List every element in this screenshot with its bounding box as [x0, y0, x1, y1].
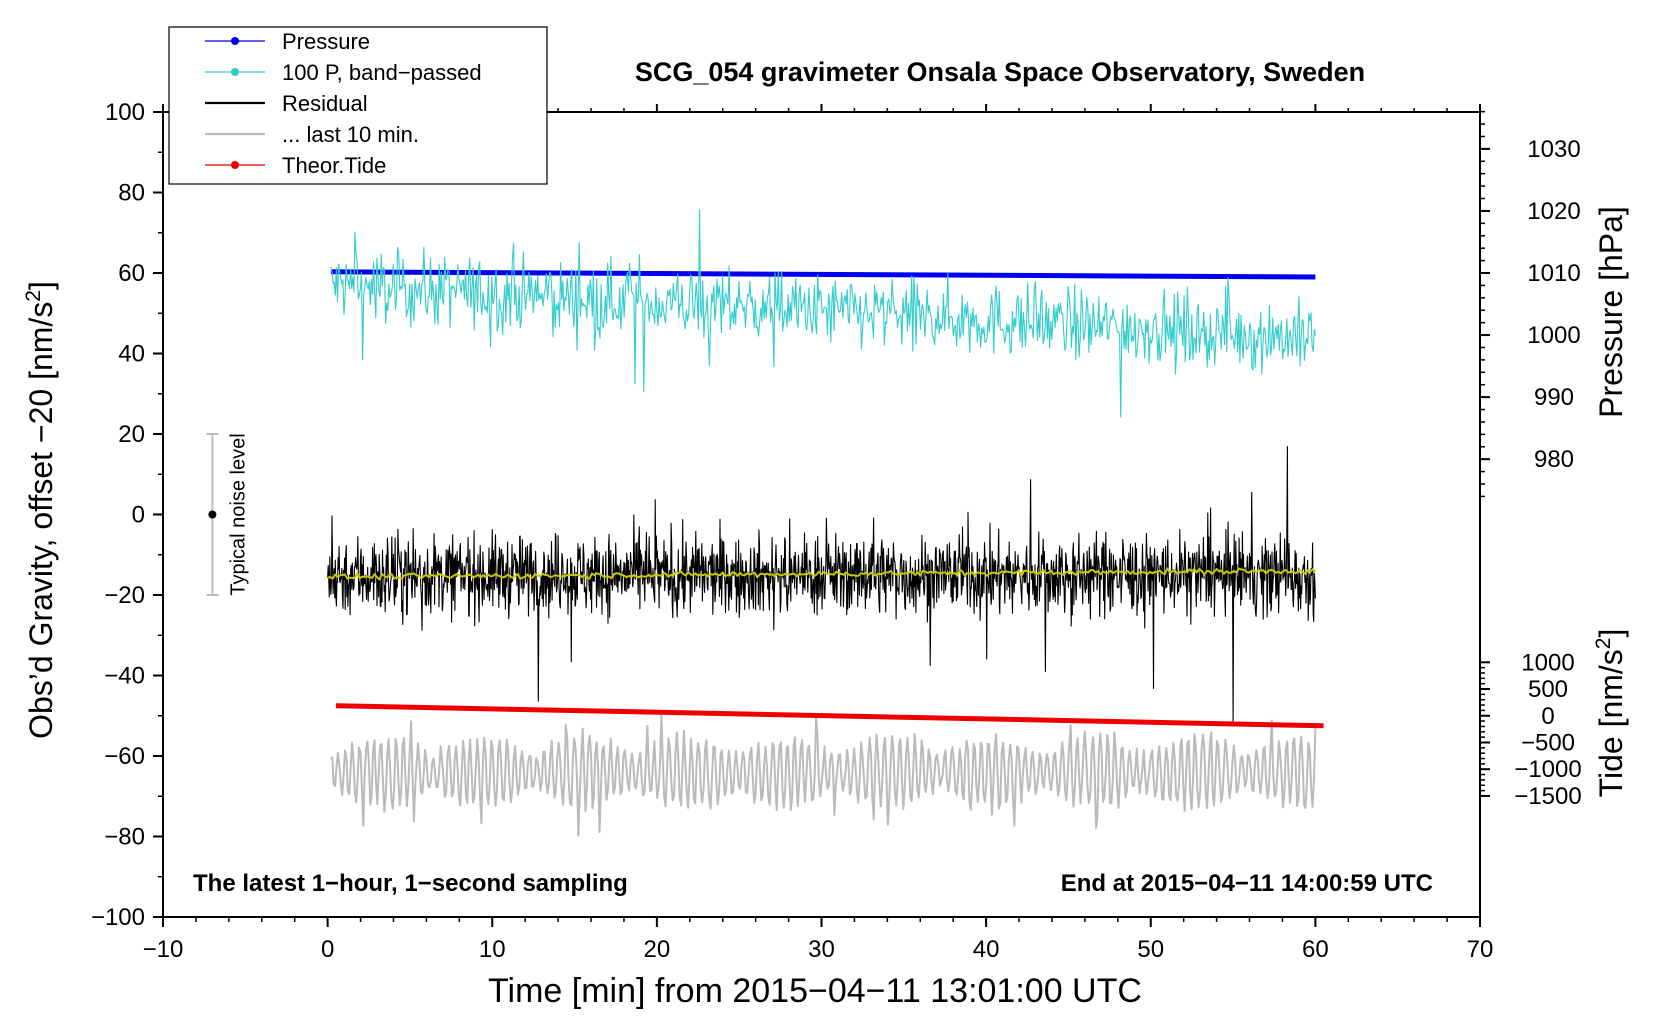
- x-tick-label: 70: [1467, 936, 1494, 963]
- legend-box: [168, 26, 548, 185]
- tide-tick-label: 1000: [1521, 649, 1574, 676]
- tide-tick-label: −1000: [1514, 756, 1581, 783]
- series-pressure: [330, 269, 1316, 280]
- y-axis-label-tide: Tide [nm/s2]: [1592, 629, 1629, 798]
- pressure-tick-label: 980: [1534, 446, 1574, 473]
- legend-swatch-marker: [231, 37, 239, 45]
- x-tick-label: 50: [1137, 936, 1164, 963]
- tide-tick-label: 0: [1541, 703, 1554, 730]
- y-tick-label-left: −100: [91, 904, 145, 931]
- chart-title: SCG_054 gravimeter Onsala Space Observat…: [635, 57, 1365, 87]
- x-tick-label: 60: [1302, 936, 1329, 963]
- series-layer: [327, 209, 1324, 837]
- pressure-tick-label: 990: [1534, 384, 1574, 411]
- legend-label: Theor.Tide: [282, 153, 386, 178]
- x-tick-label: 10: [479, 936, 506, 963]
- x-axis-label: Time [min] from 2015−04−11 13:01:00 UTC: [488, 972, 1142, 1010]
- y-tick-label-left: −80: [104, 824, 145, 851]
- y-tick-label-left: 0: [132, 502, 145, 529]
- noise-bar: Typical noise level: [206, 433, 249, 596]
- legend-label: 100 P, band−passed: [282, 60, 482, 85]
- legend: Pressure 100 P, band−passed Residual ... la…: [168, 26, 548, 185]
- ticks-layer: −10 0 10 20 30 40 50 60 70100806040200−20−40−60−…: [91, 99, 1582, 963]
- y-tick-label-left: 20: [118, 421, 145, 448]
- x-tick-label: 20: [644, 936, 671, 963]
- noise-bar-label: Typical noise level: [227, 433, 249, 595]
- series-last-10-min: [330, 714, 1317, 837]
- legend-swatch-marker: [231, 68, 239, 76]
- tide-tick-label: 500: [1528, 676, 1568, 703]
- tide-tick-label: −1500: [1514, 783, 1581, 810]
- noise-bar-center-dot: [208, 510, 217, 519]
- pressure-tick-label: 1030: [1527, 136, 1580, 163]
- x-tick-label: 0: [321, 936, 334, 963]
- y-tick-label-left: 40: [118, 341, 145, 368]
- series-100-p-band-passed: [330, 209, 1316, 418]
- y-tick-label-left: 60: [118, 260, 145, 287]
- annotation-right: End at 2015−04−11 14:00:59 UTC: [1061, 870, 1433, 897]
- series-residual: [327, 446, 1316, 724]
- x-tick-label: 30: [808, 936, 835, 963]
- y-tick-label-left: −60: [104, 743, 145, 770]
- pressure-tick-label: 1020: [1527, 198, 1580, 225]
- x-tick-label: 40: [973, 936, 1000, 963]
- pressure-tick-label: 1010: [1527, 260, 1580, 287]
- legend-swatch-marker: [231, 161, 239, 169]
- legend-label: Residual: [282, 91, 368, 116]
- x-tick-label: −10: [143, 936, 184, 963]
- pressure-tick-label: 1000: [1527, 322, 1580, 349]
- annotation-left: The latest 1−hour, 1−second sampling: [193, 870, 628, 897]
- legend-label: ... last 10 min.: [282, 122, 419, 147]
- series-running-mean: [327, 567, 1317, 581]
- y-axis-label-left: Obs’d Gravity, offset −20 [nm/s2]: [22, 281, 59, 739]
- y-axis-label-pressure: Pressure [hPa]: [1593, 206, 1629, 418]
- y-tick-label-left: −20: [104, 582, 145, 609]
- series-theor-tide: [335, 703, 1324, 729]
- legend-label: Pressure: [282, 29, 370, 54]
- y-tick-label-left: 80: [118, 180, 145, 207]
- y-tick-label-left: −40: [104, 663, 145, 690]
- y-tick-label-left: 100: [105, 99, 145, 126]
- tide-tick-label: −500: [1521, 729, 1575, 756]
